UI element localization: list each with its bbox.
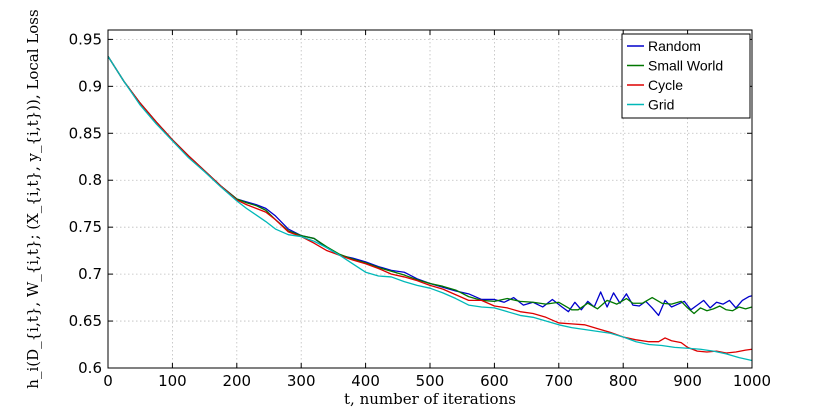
x-axis-label: t, number of iterations — [344, 390, 516, 408]
legend: Random Small World Cycle Grid — [621, 33, 751, 119]
y-tick-label: 0.95 — [69, 30, 102, 48]
y-tick-label: 0.7 — [78, 265, 102, 283]
legend-item: Random — [627, 38, 701, 54]
y-tick-label: 0.75 — [69, 218, 102, 236]
x-tick-label: 400 — [351, 372, 380, 390]
x-tick-label: 700 — [544, 372, 573, 390]
legend-label: Small World — [648, 58, 723, 74]
legend-item: Grid — [627, 97, 674, 113]
x-tick-label: 600 — [480, 372, 509, 390]
legend-item: Small World — [627, 58, 723, 74]
x-tick-label: 500 — [416, 372, 445, 390]
series-line-cycle — [107, 55, 753, 354]
series-line-small-world — [107, 55, 753, 315]
axis-ticks: 0 100 200 300 400 500 600 700 800 900 1000 0.6 0.65 0… — [69, 30, 771, 390]
x-tick-label: 100 — [158, 372, 187, 390]
legend-item: Cycle — [627, 77, 683, 93]
y-tick-label: 0.65 — [69, 312, 102, 330]
series-lines — [107, 55, 753, 362]
y-tick-label: 0.6 — [78, 359, 102, 377]
legend-label: Cycle — [648, 77, 683, 93]
x-tick-label: 800 — [609, 372, 638, 390]
legend-label: Random — [648, 38, 701, 54]
x-tick-label: 0 — [103, 372, 113, 390]
x-tick-label: 200 — [222, 372, 251, 390]
legend-label: Grid — [648, 97, 674, 113]
x-tick-label: 300 — [287, 372, 316, 390]
y-tick-label: 0.9 — [78, 77, 102, 95]
x-tick-label: 1000 — [733, 372, 771, 390]
y-tick-label: 0.85 — [69, 124, 102, 142]
y-tick-label: 0.8 — [78, 171, 102, 189]
series-line-grid — [107, 55, 753, 362]
y-axis-label: h_i(D_{i,t}, W_{i,t}; (X_{i,t}, y_{i,t})… — [24, 9, 42, 388]
x-tick-label: 900 — [673, 372, 702, 390]
